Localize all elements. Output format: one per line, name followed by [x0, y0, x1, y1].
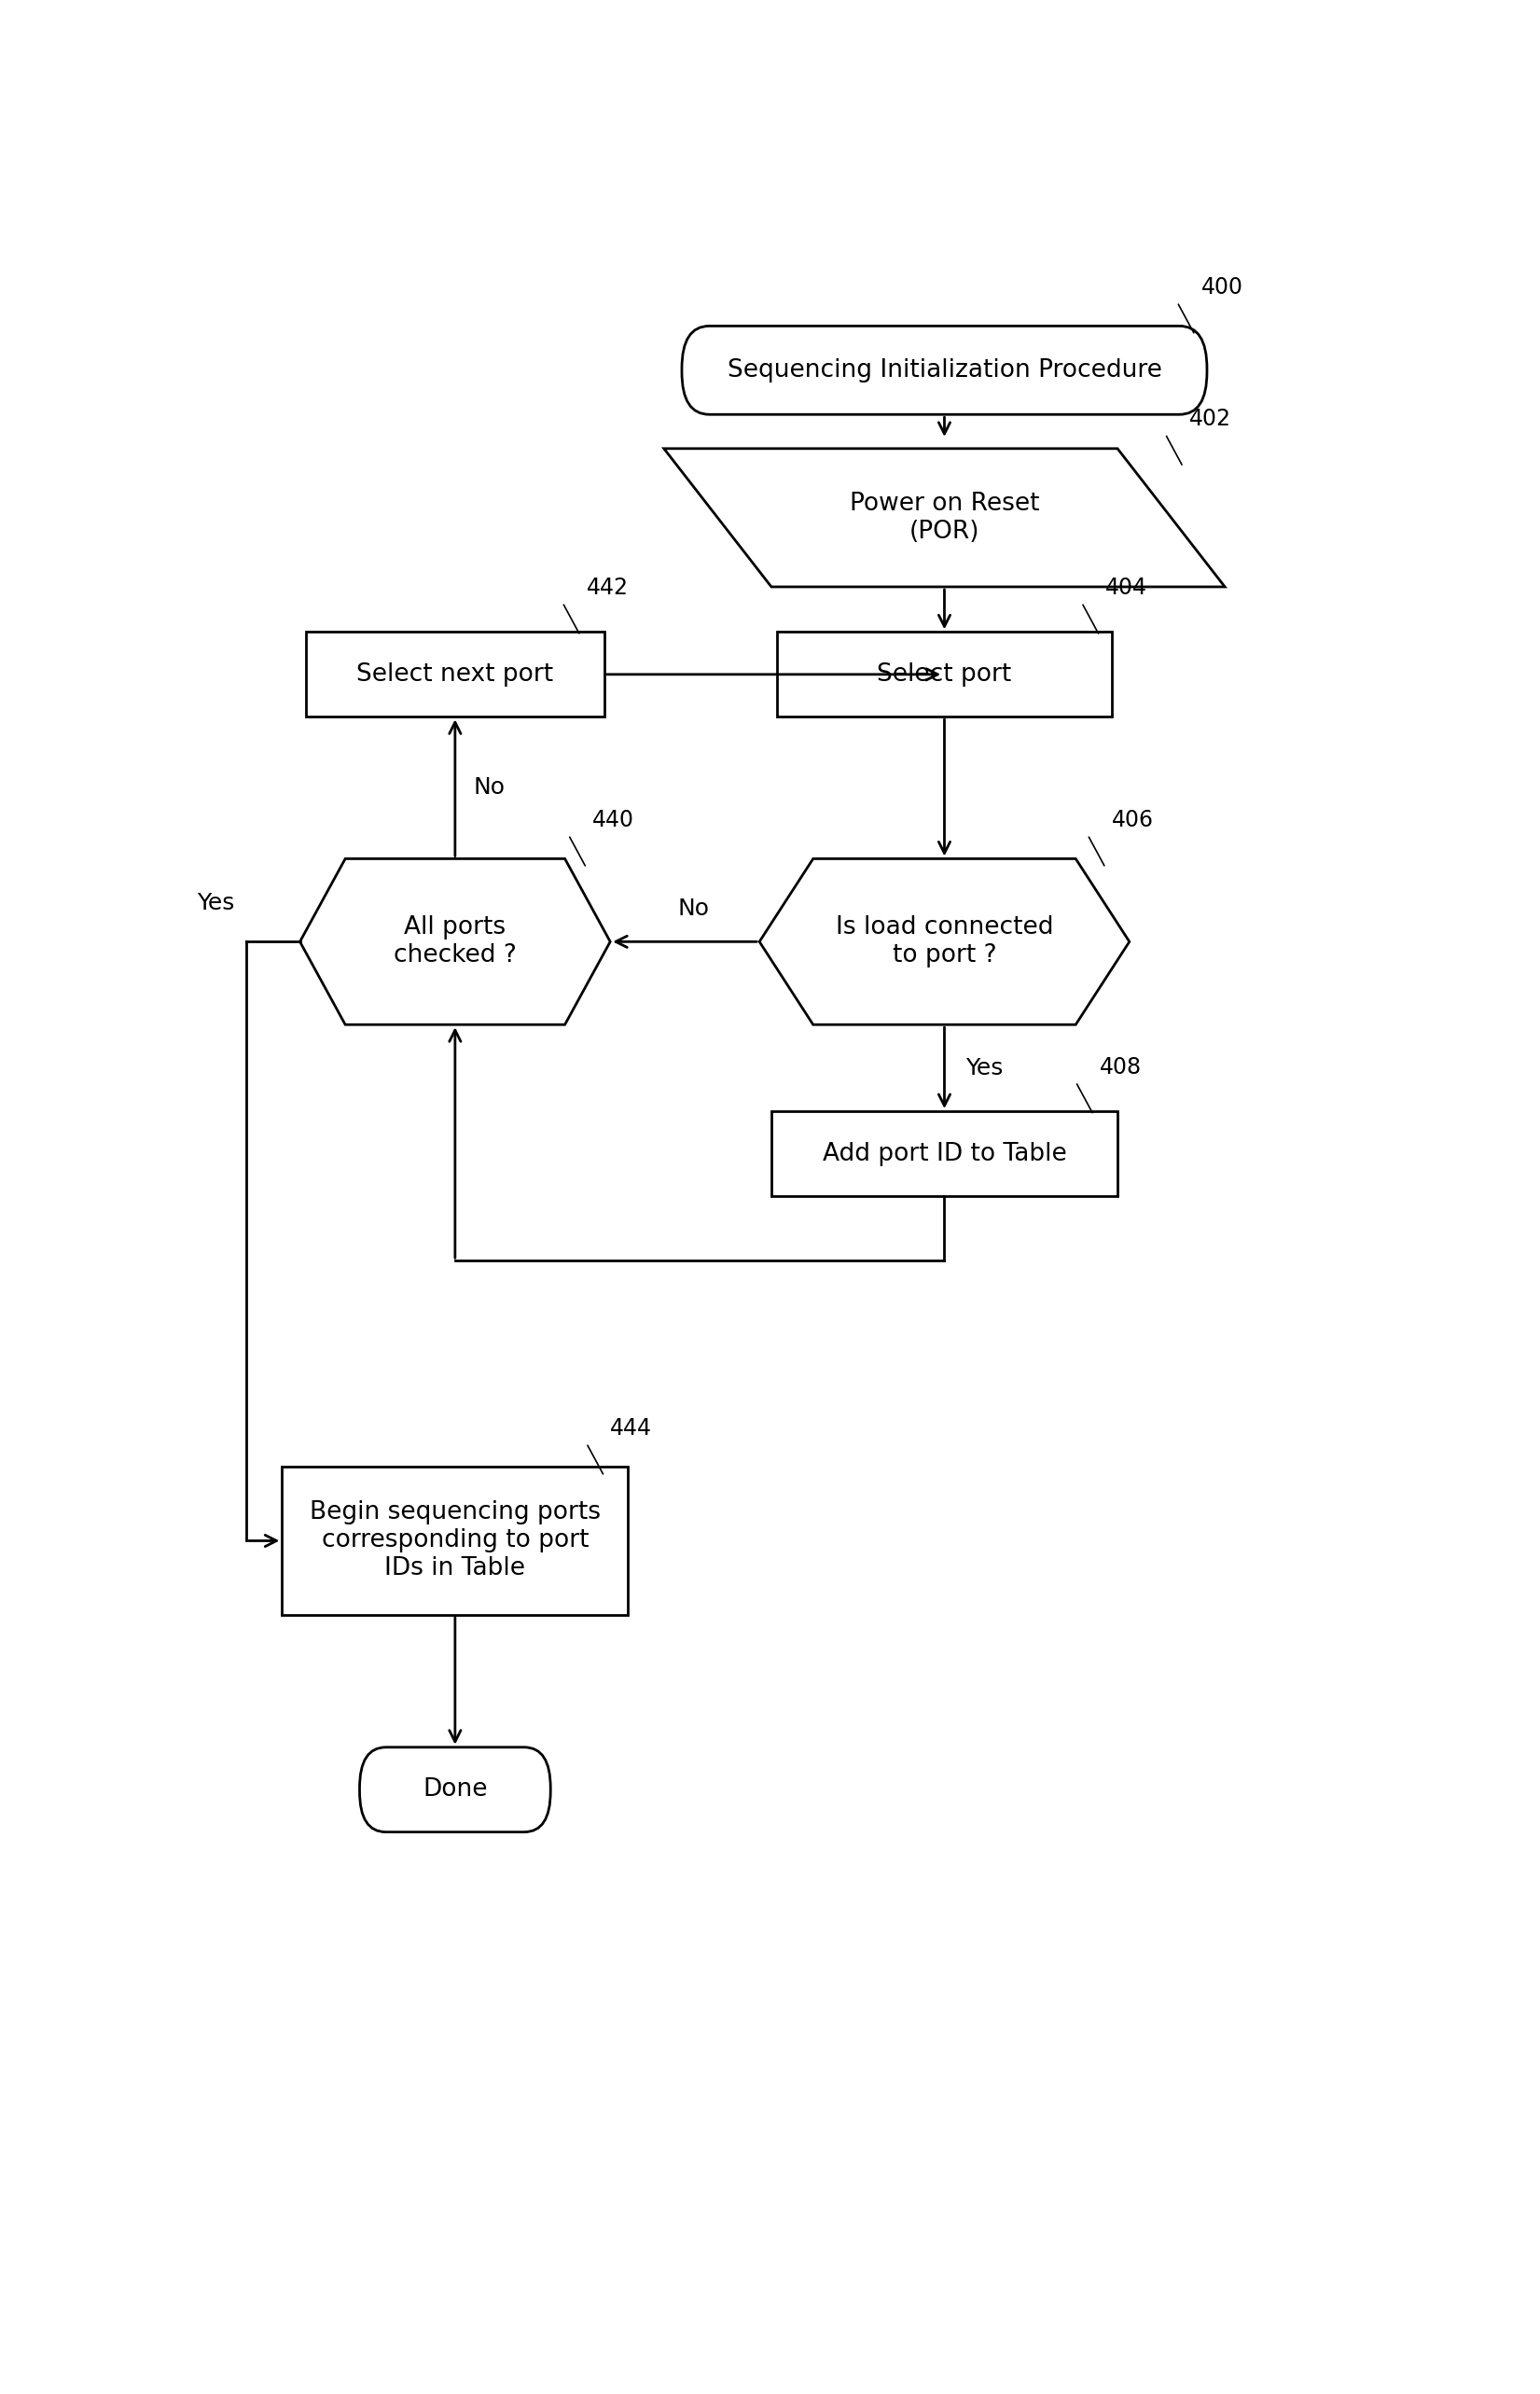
- Text: 400: 400: [1201, 275, 1243, 299]
- Text: Sequencing Initialization Procedure: Sequencing Initialization Procedure: [727, 359, 1161, 383]
- Text: Select next port: Select next port: [357, 663, 553, 687]
- Text: No: No: [678, 898, 710, 919]
- FancyBboxPatch shape: [282, 1468, 628, 1614]
- Text: Is load connected
to port ?: Is load connected to port ?: [836, 915, 1053, 967]
- Text: 406: 406: [1112, 809, 1153, 831]
- FancyBboxPatch shape: [778, 632, 1112, 716]
- Text: 408: 408: [1100, 1056, 1141, 1077]
- Text: 404: 404: [1106, 577, 1147, 598]
- Text: 402: 402: [1189, 407, 1230, 431]
- Polygon shape: [664, 448, 1224, 587]
- Text: 444: 444: [610, 1417, 653, 1439]
- Text: Done: Done: [422, 1776, 488, 1803]
- Polygon shape: [759, 859, 1129, 1025]
- Text: All ports
checked ?: All ports checked ?: [394, 915, 516, 967]
- Text: Select port: Select port: [878, 663, 1012, 687]
- FancyBboxPatch shape: [772, 1111, 1118, 1197]
- FancyBboxPatch shape: [360, 1748, 551, 1831]
- Text: Add port ID to Table: Add port ID to Table: [822, 1142, 1067, 1166]
- Text: 440: 440: [593, 809, 634, 831]
- FancyBboxPatch shape: [682, 326, 1207, 414]
- FancyBboxPatch shape: [306, 632, 604, 716]
- Text: Yes: Yes: [197, 891, 234, 915]
- Polygon shape: [300, 859, 610, 1025]
- Text: Yes: Yes: [966, 1056, 1004, 1080]
- Text: Begin sequencing ports
corresponding to port
IDs in Table: Begin sequencing ports corresponding to …: [310, 1501, 601, 1580]
- Text: No: No: [473, 776, 505, 800]
- Text: Power on Reset
(POR): Power on Reset (POR): [850, 491, 1040, 543]
- Text: 442: 442: [587, 577, 628, 598]
